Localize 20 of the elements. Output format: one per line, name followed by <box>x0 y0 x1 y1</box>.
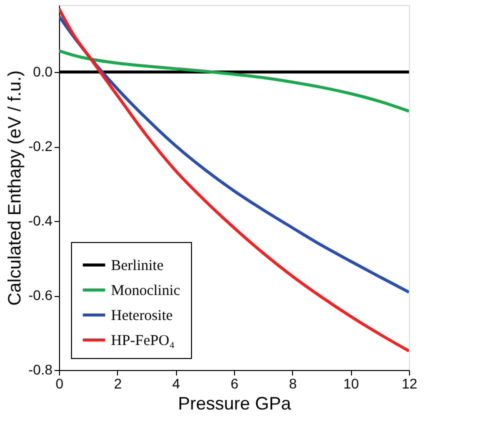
x-tick-label: 6 <box>230 376 239 392</box>
x-tick-label: 10 <box>343 376 360 392</box>
x-tick-label: 2 <box>114 376 122 392</box>
y-tick-label: -0.6 <box>28 287 53 304</box>
x-tick-label: 0 <box>56 376 64 392</box>
line-series <box>59 7 409 353</box>
line-series <box>59 49 409 113</box>
legend-label: Monoclinic <box>111 283 180 299</box>
y-axis-title: Calculated Enthapy (eV / f.u.) <box>4 70 24 306</box>
y-tick-label: -0.4 <box>28 212 53 229</box>
legend-label: Berlinite <box>111 258 164 274</box>
y-tick-label: -0.8 <box>28 362 53 378</box>
x-tick-label: 12 <box>402 376 418 392</box>
x-axis-title: Pressure GPa <box>178 394 292 414</box>
legend-label: HP-FePO₄ <box>111 333 175 349</box>
y-tick-label: 0.0 <box>33 64 53 80</box>
x-tick-label: 4 <box>172 376 180 392</box>
legend-label: Heterosite <box>111 308 173 324</box>
x-tick-label: 8 <box>288 376 297 392</box>
y-tick-label: -0.2 <box>28 138 53 154</box>
